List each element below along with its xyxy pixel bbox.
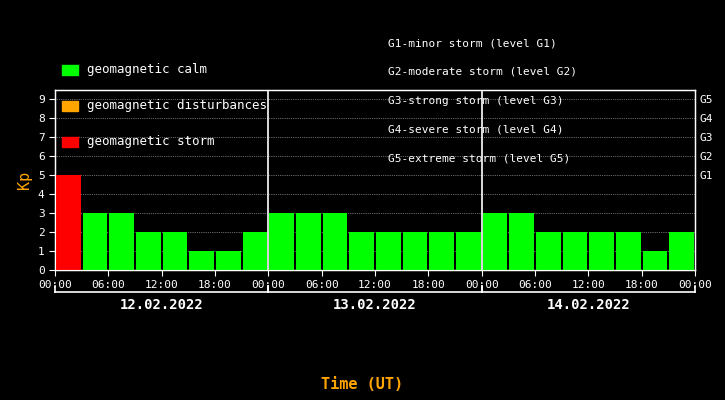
Text: G4-severe storm (level G4): G4-severe storm (level G4) (388, 124, 563, 134)
Bar (402, 232, 428, 270)
Bar (269, 213, 294, 270)
Text: G2-moderate storm (level G2): G2-moderate storm (level G2) (388, 67, 577, 77)
Bar (83, 213, 107, 270)
Bar (323, 213, 347, 270)
Bar (162, 232, 188, 270)
Text: Time (UT): Time (UT) (321, 377, 404, 392)
Bar (563, 232, 587, 270)
Bar (296, 213, 320, 270)
Text: 13.02.2022: 13.02.2022 (333, 298, 417, 312)
Y-axis label: Kp: Kp (17, 171, 33, 189)
Text: G3-strong storm (level G3): G3-strong storm (level G3) (388, 96, 563, 106)
Bar (642, 251, 668, 270)
Text: 14.02.2022: 14.02.2022 (547, 298, 630, 312)
Bar (589, 232, 614, 270)
Text: G5-extreme storm (level G5): G5-extreme storm (level G5) (388, 153, 570, 163)
Bar (109, 213, 134, 270)
Bar (429, 232, 454, 270)
Text: geomagnetic disturbances: geomagnetic disturbances (87, 100, 267, 112)
Bar (616, 232, 641, 270)
Bar (536, 232, 560, 270)
Bar (349, 232, 374, 270)
Text: G1-minor storm (level G1): G1-minor storm (level G1) (388, 38, 557, 48)
Text: geomagnetic storm: geomagnetic storm (87, 136, 215, 148)
Bar (216, 251, 241, 270)
Bar (243, 232, 268, 270)
Bar (189, 251, 214, 270)
Bar (376, 232, 401, 270)
Text: geomagnetic calm: geomagnetic calm (87, 64, 207, 76)
Text: 12.02.2022: 12.02.2022 (120, 298, 204, 312)
Bar (483, 213, 507, 270)
Bar (669, 232, 694, 270)
Bar (56, 175, 80, 270)
Bar (509, 213, 534, 270)
Bar (456, 232, 481, 270)
Bar (136, 232, 161, 270)
